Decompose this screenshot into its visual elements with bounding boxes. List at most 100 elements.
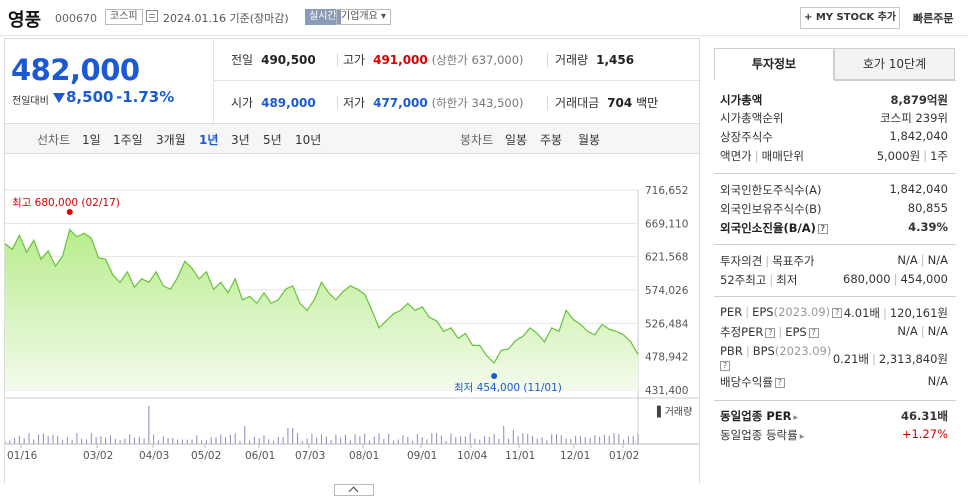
help-icon[interactable]: ? [774, 378, 785, 388]
down-triangle-icon [53, 93, 65, 103]
stock-name: 영풍 [8, 10, 42, 31]
tab-5year[interactable]: 5년 [263, 133, 282, 147]
x-tick-label: 10/04 [457, 450, 488, 462]
chart-expand-button[interactable] [334, 484, 374, 496]
low-label: 최저 454,000 (11/01) [454, 382, 562, 394]
x-tick-label: 05/02 [191, 450, 221, 462]
foreign-hold-row: 외국인보유주식수(B) 80,855 [720, 201, 948, 216]
help-icon[interactable]: ? [808, 328, 819, 338]
foreign-limit-row: 외국인한도주식수(A) 1,842,040 [720, 182, 948, 197]
sector-per-row[interactable]: 동일업종 PER ▸ 46.31배 [720, 409, 948, 423]
current-price: 482,000 [11, 53, 140, 87]
tab-10year[interactable]: 10년 [295, 133, 322, 147]
per-row: PER | EPS(2023.09)? 4.01배 | 120,161원 [720, 305, 948, 320]
chevron-down-icon: ▾ [381, 11, 387, 22]
chart-tabs: 선차트 1일 1주일 3개월 1년 3년 5년 10년 봉차트 일봉 주봉 월봉 [4, 123, 700, 154]
divider [337, 96, 338, 110]
tab-daily[interactable]: 일봉 [505, 133, 528, 147]
quick-order-button[interactable]: 빠른주문 [913, 12, 954, 25]
stock-code: 000670 [55, 12, 97, 25]
help-icon[interactable]: ? [765, 328, 776, 338]
par-row: 액면가 | 매매단위 5,000원 | 1주 [720, 149, 948, 163]
foreign-ratio-row: 외국인소진율(B/A)? 4.39% [720, 220, 948, 235]
y-tick-label: 478,942 [645, 352, 688, 364]
y-tick-label: 621,568 [645, 252, 688, 264]
calendar-icon [146, 10, 158, 22]
chevron-right-icon: ▸ [799, 432, 805, 442]
w52-row: 52주최고 | 최저 680,000 | 454,000 [720, 272, 948, 287]
price-line [5, 228, 639, 364]
price-summary: 482,000 전일대비 8,500 -1.73% 전일 490,500 고가 49… [4, 38, 700, 124]
x-tick-label: 07/03 [295, 450, 325, 462]
x-tick-label: 12/01 [560, 450, 590, 462]
high-label: 최고 680,000 (02/17) [12, 197, 120, 209]
x-tick-label: 08/01 [349, 450, 379, 462]
prev-close: 전일 490,500 [231, 53, 316, 67]
high-price: 고가 491,000 (상한가 637,000) [343, 53, 524, 67]
volume-label: ▌거래량 [656, 405, 692, 418]
help-icon[interactable]: ? [832, 308, 843, 318]
price-area [5, 229, 638, 390]
corp-info-dropdown[interactable]: 기업개요 ▾ [336, 9, 392, 25]
high-marker [66, 209, 73, 215]
tab-1year[interactable]: 1년 [199, 133, 219, 147]
stock-header: 영풍 000670 코스피 2024.01.16 기준(장마감) 실시간 기업개… [0, 0, 968, 36]
x-tick-label: 01/02 [609, 450, 639, 462]
x-tick-label: 09/01 [407, 450, 437, 462]
y-tick-label: 431,400 [645, 385, 688, 397]
x-tick-label: 03/02 [83, 450, 113, 462]
divider [213, 80, 699, 81]
divider [714, 244, 956, 245]
divider [714, 400, 956, 401]
y-tick-label: 669,110 [645, 218, 688, 230]
est-per-row: 추정PER? | EPS? N/A | N/A [720, 324, 948, 339]
divider [547, 53, 548, 67]
my-stock-add-button[interactable]: + MY STOCK 추가 [800, 7, 900, 29]
divider [337, 53, 338, 67]
change-percent: -1.73% [116, 88, 175, 106]
candle-chart-label: 봉차트 [460, 133, 494, 147]
opinion-row: 투자의견 | 목표주가 N/A | N/A [720, 253, 948, 268]
x-tick-label: 01/16 [7, 450, 38, 462]
low-marker [491, 373, 498, 379]
change-label: 전일대비 [12, 96, 49, 107]
date-text: 2024.01.16 기준(장마감) [163, 12, 289, 25]
open-price: 시가 489,000 [231, 96, 316, 110]
tab-quote-10[interactable]: 호가 10단계 [834, 48, 955, 80]
market-cap-row: 시가총액 8,879억원 [720, 93, 948, 107]
tab-monthly[interactable]: 월봉 [578, 133, 601, 147]
chevron-right-icon: ▸ [793, 413, 798, 423]
market-badge: 코스피 [105, 9, 143, 25]
realtime-button[interactable]: 실시간 [305, 9, 341, 25]
tab-1week[interactable]: 1주일 [113, 133, 143, 147]
line-chart-label: 선차트 [37, 133, 71, 147]
y-tick-label: 716,652 [645, 185, 688, 197]
shares-row: 상장주식수 1,842,040 [720, 129, 948, 144]
dividend-row: 배당수익률? N/A [720, 374, 948, 389]
price-chart[interactable]: 716,652 669,110 621,568 574,026 526,484 478,9… [4, 154, 700, 484]
divider [834, 80, 956, 81]
tab-3year[interactable]: 3년 [231, 133, 250, 147]
tab-weekly[interactable]: 주봉 [540, 133, 563, 147]
tab-invest-info[interactable]: 투자정보 [714, 48, 834, 80]
invest-info-panel: 투자정보 호가 10단계 시가총액 8,879억원 시가총액순위 코스피 239위 … [704, 38, 966, 500]
divider [714, 173, 956, 174]
divider [213, 39, 214, 123]
pbr-row: PBR | BPS(2023.09)? 0.21배 | 2,313,840원 [720, 344, 948, 371]
x-tick-label: 04/03 [139, 450, 169, 462]
trade-amount: 거래대금 704 백만 [555, 96, 659, 110]
change-value: 8,500 [66, 88, 114, 106]
volume: 거래량 1,456 [555, 53, 635, 67]
x-tick-label: 11/01 [505, 450, 535, 462]
chart-svg: 716,652 669,110 621,568 574,026 526,484 478,9… [5, 185, 699, 462]
help-icon[interactable]: ? [817, 224, 828, 234]
divider [714, 296, 956, 297]
y-tick-label: 526,484 [645, 318, 689, 330]
sector-change-row[interactable]: 동일업종 등락률 ▸ +1.27% [720, 427, 948, 442]
y-tick-label: 574,026 [645, 285, 689, 297]
tab-1day[interactable]: 1일 [82, 133, 101, 147]
low-price: 저가 477,000 (하한가 343,500) [343, 96, 524, 110]
tab-3month[interactable]: 3개월 [156, 133, 186, 147]
divider [547, 96, 548, 110]
help-icon[interactable]: ? [720, 361, 730, 371]
